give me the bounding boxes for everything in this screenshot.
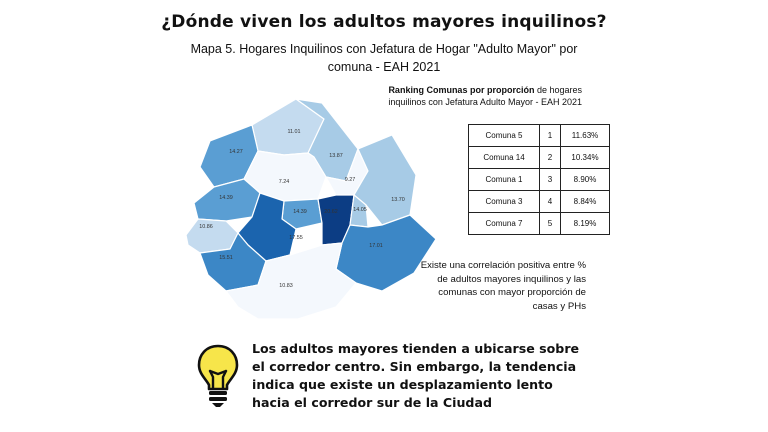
map-value-13: 11.01	[287, 129, 300, 135]
ranking-table: Comuna 5 1 11.63% Comuna 14 2 10.34% Com…	[468, 124, 610, 235]
ranking-position: 3	[539, 168, 561, 191]
ranking-position: 5	[539, 212, 561, 235]
map-value-3: 14.05	[353, 207, 367, 213]
ranking-comuna: Comuna 5	[468, 124, 540, 147]
ranking-comuna: Comuna 1	[468, 168, 540, 191]
map-value-8: 10.83	[279, 283, 293, 289]
table-row: Comuna 3 4 8.84%	[468, 190, 610, 213]
ranking-position: 1	[539, 124, 561, 147]
map-value-11: 14.39	[219, 195, 233, 201]
table-row: Comuna 14 2 10.34%	[468, 146, 610, 169]
ranking-position: 2	[539, 146, 561, 169]
table-row: Comuna 1 3 8.90%	[468, 168, 610, 191]
map-region-8	[225, 242, 357, 320]
map-subtitle: Mapa 5. Hogares Inquilinos con Jefatura …	[190, 42, 578, 74]
ranking-value: 8.84%	[560, 190, 610, 213]
ranking-value: 11.63%	[560, 124, 610, 147]
ranking-caption-bold: Ranking Comunas por proporción	[388, 85, 535, 95]
correlation-note: Existe una correlación positiva entre % …	[420, 260, 586, 312]
map-value-4: 17.01	[369, 243, 383, 249]
comunas-map: 11.01 14.27 13.87 7.24 9.27 14.39 13.70 …	[186, 98, 437, 320]
conclusion-text: Los adultos mayores tienden a ubicarse s…	[252, 341, 580, 410]
map-value-14: 13.87	[329, 153, 343, 159]
map-value-5: 20.62	[324, 209, 338, 215]
map-value-7: 17.55	[289, 235, 303, 241]
map-value-1: 13.70	[391, 197, 405, 203]
ranking-caption-rest: de hogares inquilinos con Jefatura Adult…	[388, 85, 582, 107]
table-row: Comuna 7 5 8.19%	[468, 212, 610, 235]
map-value-2: 9.27	[345, 177, 356, 183]
page-title: ¿Dónde viven los adultos mayores inquili…	[161, 12, 607, 32]
map-value-15: 7.24	[279, 179, 290, 185]
ranking-comuna: Comuna 3	[468, 190, 540, 213]
table-row: Comuna 5 1 11.63%	[468, 124, 610, 147]
ranking-comuna: Comuna 14	[468, 146, 540, 169]
ranking-value: 8.19%	[560, 212, 610, 235]
ranking-caption: Ranking Comunas por proporción de hogare…	[382, 84, 582, 108]
map-value-9: 15.51	[219, 255, 233, 261]
map-value-10: 10.86	[199, 224, 213, 230]
ranking-position: 4	[539, 190, 561, 213]
ranking-value: 8.90%	[560, 168, 610, 191]
ranking-comuna: Comuna 7	[468, 212, 540, 235]
light-bulb-icon	[197, 344, 239, 407]
ranking-value: 10.34%	[560, 146, 610, 169]
map-value-6: 14.39	[293, 209, 307, 215]
map-value-12: 14.27	[229, 149, 243, 155]
